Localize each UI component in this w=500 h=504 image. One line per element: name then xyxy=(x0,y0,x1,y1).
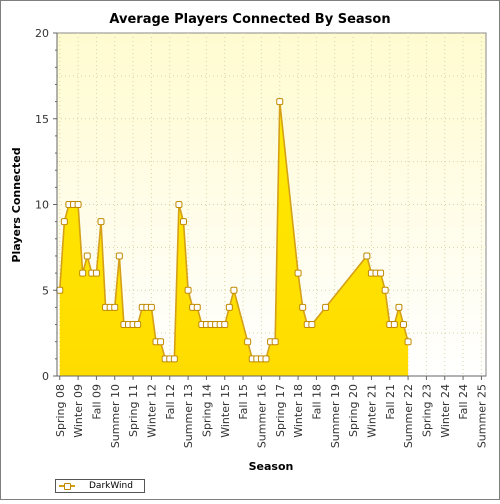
x-tick-label: Fall 09 xyxy=(90,384,103,420)
legend-marker-icon xyxy=(64,483,71,490)
data-point xyxy=(390,321,398,329)
x-tick-label: Summer 22 xyxy=(402,384,415,448)
chart-title: Average Players Connected By Season xyxy=(109,12,390,27)
data-point xyxy=(322,303,330,311)
x-tick-label: Winter 18 xyxy=(292,384,305,438)
data-point xyxy=(83,252,91,260)
data-point xyxy=(308,321,316,329)
data-point xyxy=(170,355,178,363)
x-tick-label: Spring 17 xyxy=(274,384,287,437)
x-tick-label: Summer 25 xyxy=(475,384,488,448)
data-point xyxy=(184,286,192,294)
data-point xyxy=(244,338,252,346)
data-point xyxy=(134,321,142,329)
x-tick-label: Fall 15 xyxy=(237,384,250,420)
x-tick-label: Fall 21 xyxy=(384,384,397,420)
x-tick-label: Spring 08 xyxy=(54,384,67,437)
data-point xyxy=(79,269,87,277)
data-point xyxy=(111,303,119,311)
data-point xyxy=(115,252,123,260)
data-point xyxy=(225,303,233,311)
y-tick-label: 15 xyxy=(35,113,49,126)
x-tick-label: Spring 11 xyxy=(127,384,140,437)
y-tick-label: 5 xyxy=(42,284,49,297)
data-point xyxy=(60,218,68,226)
data-point xyxy=(230,286,238,294)
x-tick-label: Spring 14 xyxy=(200,384,213,437)
x-tick-label: Fall 18 xyxy=(310,384,323,420)
data-point xyxy=(400,321,407,329)
x-tick-label: Fall 12 xyxy=(164,384,177,420)
x-tick-label: Winter 12 xyxy=(145,384,158,438)
legend: DarkWind xyxy=(55,479,145,493)
x-tick-label: Summer 19 xyxy=(329,384,342,448)
x-tick-label: Winter 09 xyxy=(72,384,85,438)
x-tick-label: Winter 24 xyxy=(439,384,452,438)
data-point xyxy=(97,218,105,226)
y-axis-title: Players Connected xyxy=(10,147,23,262)
x-tick-label: Summer 13 xyxy=(182,384,195,448)
data-point xyxy=(180,218,187,226)
data-point xyxy=(262,355,270,363)
legend-swatch xyxy=(59,483,75,490)
data-point xyxy=(193,303,201,311)
x-tick-label: Summer 16 xyxy=(255,384,268,448)
legend-label: DarkWind xyxy=(89,481,133,491)
x-tick-label: Spring 23 xyxy=(420,384,433,437)
y-tick-label: 0 xyxy=(42,370,49,383)
y-tick-label: 20 xyxy=(35,27,49,40)
y-axis: 0 5 10 15 20 xyxy=(35,27,58,383)
data-point xyxy=(276,98,284,106)
data-point xyxy=(92,269,100,277)
x-tick-label: Fall 24 xyxy=(457,384,470,420)
data-point xyxy=(377,269,385,277)
x-tick-label: Spring 20 xyxy=(347,384,360,437)
data-point xyxy=(395,303,403,311)
series-markers xyxy=(56,98,412,363)
data-point xyxy=(381,286,389,294)
x-tick-label: Winter 21 xyxy=(365,384,378,438)
data-point xyxy=(147,303,155,311)
x-axis-title: Season xyxy=(249,460,294,473)
plot-area xyxy=(56,32,487,377)
x-tick-label: Winter 15 xyxy=(219,384,232,438)
y-tick-label: 10 xyxy=(35,199,49,212)
data-point xyxy=(175,201,183,208)
data-point xyxy=(271,338,279,346)
data-point xyxy=(404,338,412,346)
data-point xyxy=(294,269,302,277)
data-point xyxy=(299,303,307,311)
data-point xyxy=(56,286,64,294)
data-point xyxy=(74,201,82,208)
data-point xyxy=(157,338,165,346)
x-axis: Spring 08 Winter 09 Fall 09 Summer 10 Spring… xyxy=(54,375,488,448)
data-point xyxy=(363,252,371,260)
data-point xyxy=(221,321,229,329)
x-tick-label: Summer 10 xyxy=(109,384,122,448)
